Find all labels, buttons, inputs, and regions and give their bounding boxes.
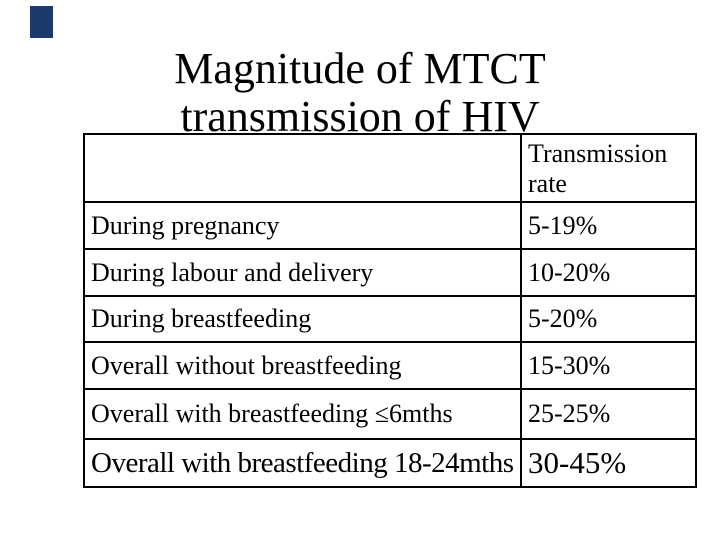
row-label: During pregnancy: [83, 201, 522, 250]
page-title-line1: Magnitude of MTCT: [174, 44, 546, 93]
header-cell-transmission-rate: Transmission rate: [520, 133, 697, 203]
row-value: 5-19%: [520, 201, 697, 250]
table-row: During labour and delivery 10-20%: [83, 248, 697, 297]
page-title-line2: transmission of HIV: [180, 92, 540, 141]
row-label: Overall with breastfeeding 18-24mths: [83, 438, 522, 488]
transmission-rate-table-container: Transmission rate During pregnancy 5-19%…: [83, 133, 697, 488]
table-row: Overall without breastfeeding 15-30%: [83, 341, 697, 390]
header-cell-empty: [83, 133, 522, 203]
row-label: During breastfeeding: [83, 295, 522, 343]
corner-decoration: [30, 6, 53, 38]
transmission-rate-table: Transmission rate During pregnancy 5-19%…: [83, 133, 697, 488]
row-value: 10-20%: [520, 248, 697, 297]
table-row: During breastfeeding 5-20%: [83, 295, 697, 343]
row-value: 30-45%: [520, 438, 697, 488]
row-value: 15-30%: [520, 341, 697, 390]
table-row: During pregnancy 5-19%: [83, 201, 697, 250]
row-label: Overall without breastfeeding: [83, 341, 522, 390]
row-value: 5-20%: [520, 295, 697, 343]
table-row-emphasized: Overall with breastfeeding 18-24mths 30-…: [83, 438, 697, 488]
row-label: During labour and delivery: [83, 248, 522, 297]
table-row: Overall with breastfeeding ≤6mths 25-25%: [83, 388, 697, 440]
table-header-row: Transmission rate: [83, 133, 697, 203]
row-label: Overall with breastfeeding ≤6mths: [83, 388, 522, 440]
row-value: 25-25%: [520, 388, 697, 440]
page-title: Magnitude of MTCT transmission of HIV: [0, 45, 720, 141]
